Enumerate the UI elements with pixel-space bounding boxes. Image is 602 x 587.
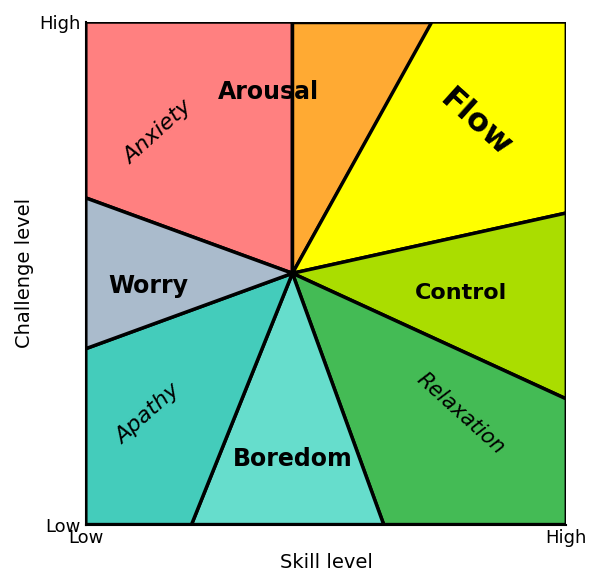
Text: Flow: Flow bbox=[433, 83, 517, 163]
Polygon shape bbox=[86, 274, 293, 525]
Text: Anxiety: Anxiety bbox=[120, 97, 196, 168]
Polygon shape bbox=[86, 198, 293, 349]
Text: Apathy: Apathy bbox=[112, 380, 184, 448]
Polygon shape bbox=[293, 274, 566, 525]
Polygon shape bbox=[86, 22, 293, 274]
Text: Arousal: Arousal bbox=[218, 80, 319, 104]
Y-axis label: Challenge level: Challenge level bbox=[15, 198, 34, 348]
Text: Control: Control bbox=[414, 284, 507, 303]
Polygon shape bbox=[293, 213, 566, 399]
Polygon shape bbox=[86, 274, 383, 525]
Text: Worry: Worry bbox=[108, 274, 188, 298]
X-axis label: Skill level: Skill level bbox=[279, 553, 373, 572]
Polygon shape bbox=[293, 22, 566, 274]
Text: Boredom: Boredom bbox=[232, 447, 352, 471]
Text: Relaxation: Relaxation bbox=[413, 369, 509, 458]
Polygon shape bbox=[293, 22, 566, 274]
